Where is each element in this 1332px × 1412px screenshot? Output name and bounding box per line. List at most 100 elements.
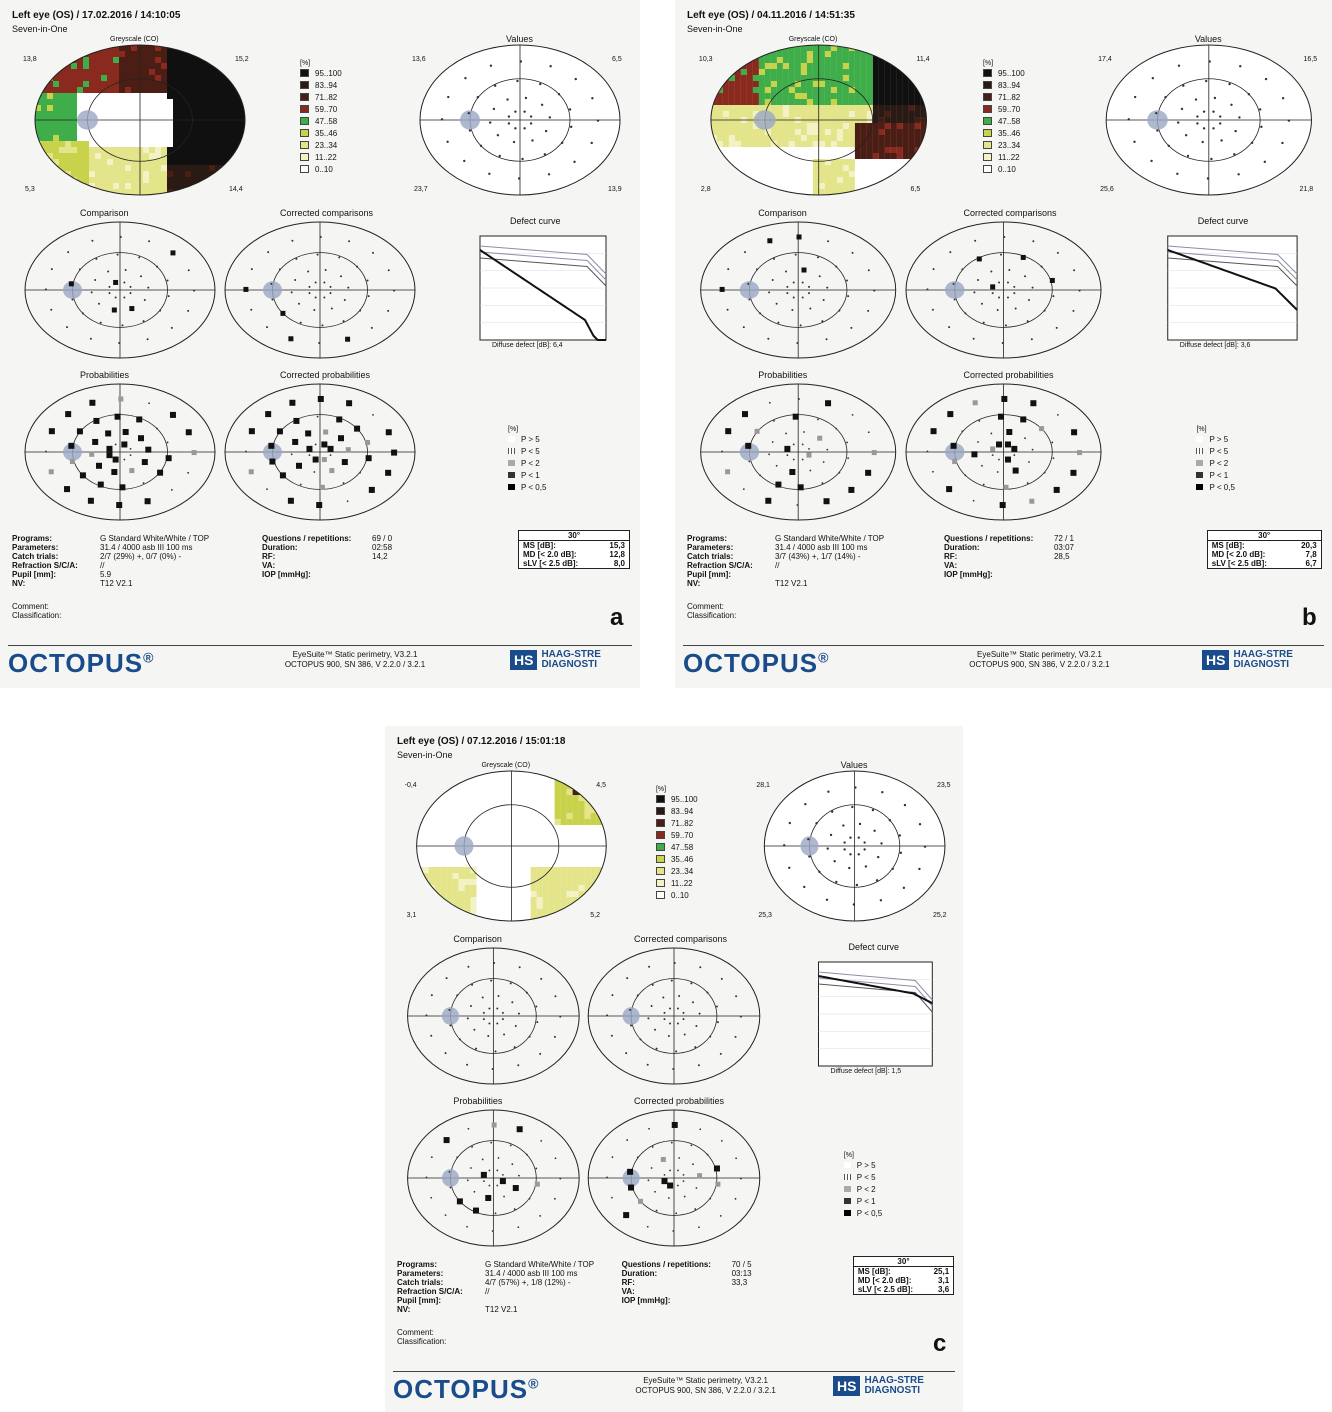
- test-point: [663, 1011, 666, 1014]
- metric-key: IOP [mmHg]:: [621, 1296, 671, 1305]
- test-point: [299, 321, 302, 324]
- test-point: [864, 865, 868, 868]
- test-point: [827, 240, 830, 243]
- test-point: [998, 296, 1001, 299]
- probability-mark: [865, 469, 872, 476]
- test-point: [430, 994, 433, 997]
- test-point: [1210, 157, 1213, 161]
- probability-mark: [365, 439, 371, 445]
- greyscale-corner-value: 14,4: [229, 186, 243, 193]
- footer-divider: [393, 1371, 955, 1372]
- metric-row: Questions / repetitions: 69 / 0: [262, 534, 392, 543]
- test-point: [1031, 286, 1034, 289]
- test-point: [464, 76, 467, 80]
- test-point: [525, 991, 528, 994]
- test-point: [314, 281, 317, 284]
- test-point: [949, 251, 952, 254]
- probability-mark: [76, 428, 83, 435]
- test-point: [1259, 108, 1262, 111]
- test-point: [932, 268, 935, 271]
- test-point: [1164, 96, 1167, 99]
- legend-item: 23..34: [300, 139, 342, 151]
- test-metrics: Questions / repetitions: 72 / 1 Duration: 0…: [944, 534, 1074, 579]
- legend-label: 83..94: [997, 80, 1021, 90]
- test-point: [977, 441, 979, 443]
- test-point: [842, 824, 845, 827]
- test-point: [1013, 292, 1016, 295]
- legend-label: 35..46: [997, 128, 1021, 138]
- test-point: [314, 296, 317, 299]
- test-point: [706, 991, 709, 994]
- test-point: [539, 1215, 542, 1217]
- probability-mark: [946, 486, 953, 493]
- field-extent: 30°: [519, 531, 629, 541]
- greyscale-corner-value: 13,8: [23, 56, 37, 63]
- legend-swatch: [655, 807, 665, 815]
- probability-label: P < 0,5: [521, 482, 547, 492]
- probability-label: P < 1: [1209, 470, 1229, 480]
- test-point: [888, 819, 892, 822]
- test-point: [514, 127, 517, 130]
- parameter-key: Pupil [mm]:: [397, 1296, 441, 1305]
- legend-swatch: [982, 141, 992, 149]
- software-version: EyeSuite™ Static perimetry, V3.2.1 OCTOPU…: [921, 650, 1157, 670]
- probability-mark: [823, 498, 830, 505]
- test-point: [539, 1052, 542, 1055]
- test-point: [852, 903, 856, 906]
- test-point: [669, 1007, 672, 1010]
- test-point: [833, 860, 836, 863]
- probability-mark: [296, 462, 303, 469]
- legend-swatch: [982, 69, 992, 77]
- blind-spot-marker: [754, 110, 776, 130]
- patient-defect-curve: [479, 249, 606, 341]
- test-point: [1000, 253, 1003, 256]
- metric-row: IOP [mmHg]:: [262, 570, 392, 579]
- test-point: [489, 64, 493, 67]
- probability-mark: [628, 1184, 635, 1191]
- test-point: [119, 235, 122, 238]
- legend-label: 47..58: [670, 842, 694, 852]
- test-point: [1239, 65, 1242, 68]
- test-point: [142, 482, 145, 484]
- legend-swatch: [655, 855, 665, 863]
- probability-mark: [354, 425, 361, 432]
- hs-wordmark: HAAG-STRE DIAGNOSTI: [1233, 649, 1293, 670]
- test-point: [801, 296, 804, 299]
- comment-label: Comment:: [12, 602, 49, 611]
- probability-mark: [385, 429, 392, 436]
- software-line: EyeSuite™ Static perimetry, V3.2.1: [292, 650, 418, 659]
- footer-divider: [8, 645, 632, 646]
- test-point: [295, 257, 298, 260]
- probability-symbol: [1196, 460, 1204, 466]
- probability-mark: [998, 413, 1005, 420]
- corrected-probabilities-title: Corrected probabilities: [280, 370, 371, 380]
- legend-swatch: [982, 117, 992, 125]
- test-point: [159, 309, 162, 312]
- test-point: [918, 867, 921, 871]
- greyscale-corner-value: 3,1: [406, 912, 417, 919]
- probability-mark: [996, 441, 1003, 448]
- test-point: [677, 1184, 679, 1187]
- test-point: [1287, 119, 1291, 122]
- test-point: [1206, 177, 1210, 180]
- test-point: [961, 268, 964, 271]
- probability-mark: [87, 497, 94, 504]
- test-point: [809, 469, 812, 472]
- test-point: [683, 1195, 686, 1198]
- probability-symbol: [1196, 472, 1204, 478]
- test-point: [826, 286, 829, 289]
- probability-mark: [534, 1181, 540, 1187]
- legend-item: 47..58: [655, 841, 698, 853]
- metric-row: RF: 33,3: [622, 1278, 752, 1287]
- test-point: [1250, 141, 1254, 144]
- legend-item: 0..10: [982, 163, 1025, 175]
- test-point: [857, 853, 860, 856]
- test-point: [466, 1017, 469, 1020]
- test-point: [873, 289, 876, 292]
- blind-spot-marker: [739, 443, 760, 461]
- probability-mark: [341, 459, 348, 466]
- normal-band-line: [479, 251, 607, 281]
- test-point: [1167, 144, 1170, 147]
- test-point: [525, 1153, 528, 1156]
- test-point: [822, 299, 825, 302]
